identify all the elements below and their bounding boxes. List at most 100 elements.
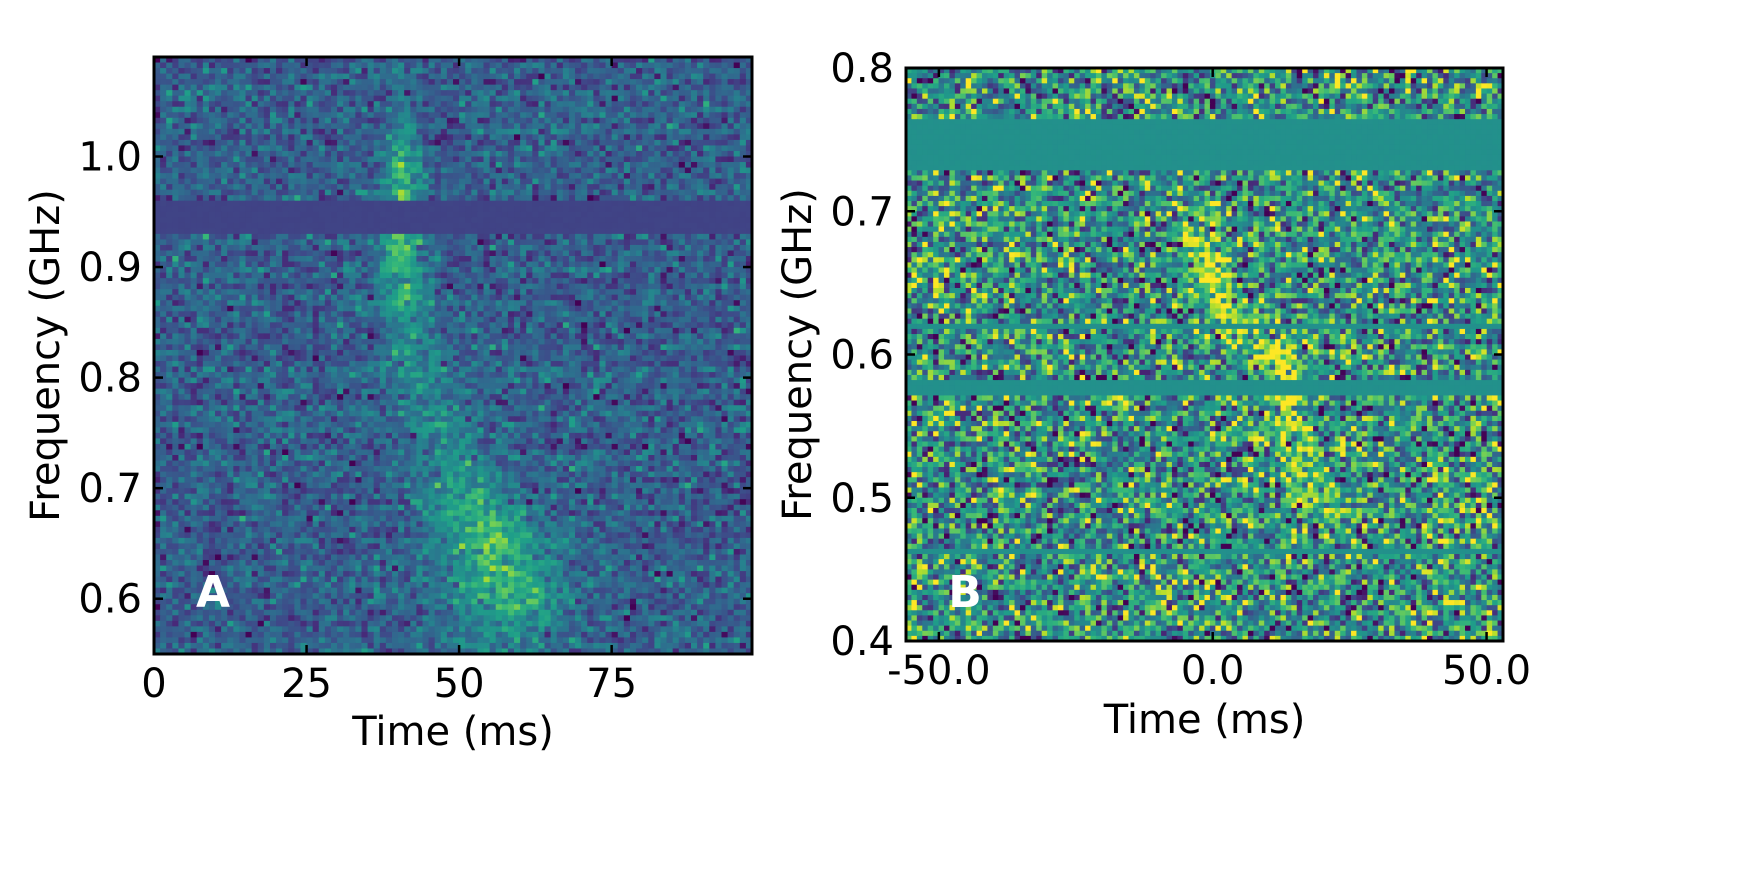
heatmap-cell	[215, 162, 222, 169]
heatmap-cell	[715, 178, 723, 185]
heatmap-cell	[727, 57, 735, 64]
heatmap-cell	[294, 156, 302, 163]
heatmap-cell	[422, 57, 430, 64]
heatmap-cell	[733, 333, 741, 340]
heatmap-cell	[184, 261, 192, 268]
heatmap-cell	[599, 200, 607, 207]
heatmap-cell	[550, 139, 558, 147]
heatmap-cell	[245, 244, 253, 252]
heatmap-cell	[629, 167, 637, 174]
heatmap-cell	[361, 244, 369, 252]
heatmap-cell	[379, 123, 387, 130]
heatmap-cell	[416, 316, 424, 323]
heatmap-cell	[678, 267, 686, 274]
heatmap-cell	[391, 101, 399, 108]
heatmap-cell	[440, 222, 448, 229]
heatmap-cell	[227, 139, 234, 147]
heatmap-cell	[166, 178, 173, 185]
heatmap-cell	[245, 217, 253, 224]
heatmap-cell	[648, 101, 655, 108]
heatmap-cell	[202, 184, 210, 191]
heatmap-cell	[550, 294, 558, 301]
heatmap-cell	[709, 106, 716, 113]
heatmap-cell	[154, 90, 161, 97]
heatmap-cell	[611, 267, 619, 274]
heatmap-cell	[611, 206, 619, 213]
heatmap-cell	[562, 178, 570, 185]
heatmap-cell	[629, 128, 637, 135]
heatmap-cell	[251, 244, 259, 252]
heatmap-cell	[434, 173, 442, 180]
heatmap-cell	[733, 222, 741, 229]
heatmap-cell	[404, 300, 411, 307]
heatmap-cell	[739, 68, 747, 75]
heatmap-cell	[471, 228, 479, 235]
heatmap-cell	[581, 79, 588, 86]
heatmap-cell	[391, 167, 399, 174]
heatmap-cell	[648, 184, 655, 191]
heatmap-cell	[208, 156, 216, 163]
heatmap-cell	[465, 228, 472, 235]
heatmap-cell	[690, 289, 698, 296]
heatmap-cell	[196, 333, 204, 340]
heatmap-cell	[330, 311, 338, 318]
heatmap-cell	[422, 294, 430, 301]
heatmap-cell	[154, 178, 161, 185]
heatmap-cell	[721, 167, 729, 174]
heatmap-cell	[373, 283, 381, 290]
heatmap-cell	[532, 267, 540, 274]
heatmap-cell	[532, 95, 540, 102]
heatmap-cell	[642, 244, 649, 252]
heatmap-cell	[617, 150, 625, 158]
heatmap-cell	[215, 322, 222, 329]
heatmap-cell	[636, 106, 643, 113]
heatmap-cell	[282, 261, 289, 268]
heatmap-cell	[617, 244, 625, 252]
heatmap-cell	[269, 117, 277, 124]
heatmap-cell	[282, 117, 289, 124]
heatmap-cell	[367, 311, 375, 318]
heatmap-cell	[416, 167, 424, 174]
heatmap-cell	[660, 79, 668, 86]
heatmap-cell	[538, 211, 546, 218]
heatmap-cell	[629, 322, 637, 329]
heatmap-cell	[154, 256, 161, 263]
heatmap-cell	[379, 73, 387, 80]
heatmap-cell	[477, 228, 485, 235]
heatmap-cell	[642, 73, 649, 80]
heatmap-cell	[215, 283, 222, 290]
heatmap-cell	[428, 123, 436, 130]
heatmap-cell	[507, 167, 515, 174]
heatmap-cell	[355, 117, 363, 124]
heatmap-cell	[233, 272, 241, 279]
heatmap-cell	[715, 84, 723, 91]
heatmap-cell	[398, 217, 405, 224]
heatmap-cell	[361, 250, 369, 257]
heatmap-cell	[678, 327, 686, 334]
heatmap-cell	[233, 333, 241, 340]
heatmap-cell	[550, 173, 558, 180]
heatmap-cell	[495, 305, 503, 312]
heatmap-cell	[538, 322, 546, 329]
heatmap-cell	[721, 101, 729, 108]
heatmap-cell	[349, 128, 356, 135]
heatmap-cell	[355, 316, 363, 323]
heatmap-cell	[276, 184, 283, 191]
heatmap-cell	[428, 261, 436, 268]
heatmap-cell	[587, 117, 594, 124]
heatmap-cell	[215, 139, 222, 147]
heatmap-cell	[428, 267, 436, 274]
heatmap-cell	[245, 322, 253, 329]
heatmap-cell	[172, 283, 180, 290]
heatmap-cell	[263, 112, 271, 119]
heatmap-cell	[745, 95, 752, 102]
heatmap-cell	[690, 68, 698, 75]
heatmap-cell	[367, 267, 375, 274]
heatmap-cell	[428, 333, 436, 340]
heatmap-cell	[263, 156, 271, 163]
heatmap-cell	[367, 222, 375, 229]
heatmap-cell	[544, 278, 552, 285]
heatmap-cell	[507, 244, 515, 252]
heatmap-cell	[623, 195, 631, 202]
heatmap-cell	[276, 222, 283, 229]
